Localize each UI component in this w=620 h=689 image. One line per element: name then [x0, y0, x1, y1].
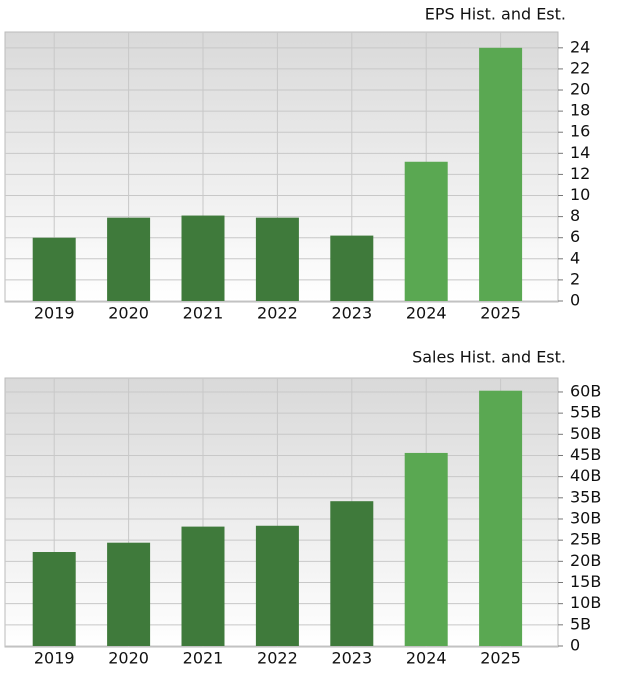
y-tick-label: 14: [570, 143, 590, 162]
bar: [32, 552, 76, 646]
x-tick-label: 2019: [34, 649, 75, 668]
chart-title: Sales Hist. and Est.: [412, 348, 566, 367]
y-tick-label: 50B: [570, 424, 601, 443]
x-tick-label: 2023: [331, 649, 372, 668]
bar: [479, 47, 523, 301]
y-tick-label: 8: [570, 206, 580, 225]
y-tick-label: 6: [570, 227, 580, 246]
x-tick-label: 2022: [257, 649, 298, 668]
y-tick-label: 16: [570, 122, 590, 141]
bar: [107, 217, 151, 301]
chart-title: EPS Hist. and Est.: [425, 5, 566, 24]
x-tick-label: 2024: [406, 304, 447, 323]
x-tick-label: 2024: [406, 649, 447, 668]
bar: [255, 525, 299, 646]
y-tick-label: 60B: [570, 381, 601, 400]
x-tick-label: 2022: [257, 304, 298, 323]
y-tick-label: 5B: [570, 614, 591, 633]
y-tick-label: 0: [570, 291, 580, 310]
x-tick-label: 2020: [108, 304, 149, 323]
y-tick-label: 45B: [570, 445, 601, 464]
x-tick-label: 2020: [108, 649, 149, 668]
bar: [181, 526, 225, 646]
y-tick-label: 35B: [570, 487, 601, 506]
y-tick-label: 55B: [570, 403, 601, 422]
y-tick-label: 12: [570, 164, 590, 183]
bar: [404, 452, 448, 646]
bar: [404, 161, 448, 301]
y-tick-label: 30B: [570, 508, 601, 527]
bar: [479, 390, 523, 646]
y-tick-label: 24: [570, 37, 590, 56]
y-tick-label: 40B: [570, 466, 601, 485]
x-tick-label: 2021: [183, 304, 224, 323]
x-tick-label: 2025: [480, 304, 521, 323]
y-tick-label: 4: [570, 248, 580, 267]
y-tick-label: 15B: [570, 572, 601, 591]
y-tick-label: 25B: [570, 530, 601, 549]
y-tick-label: 10B: [570, 593, 601, 612]
y-tick-label: 10: [570, 185, 590, 204]
bar: [181, 215, 225, 301]
y-tick-label: 22: [570, 58, 590, 77]
x-tick-label: 2025: [480, 649, 521, 668]
bar: [32, 237, 76, 301]
bar: [330, 501, 374, 646]
x-tick-label: 2021: [183, 649, 224, 668]
x-tick-label: 2023: [331, 304, 372, 323]
y-tick-label: 18: [570, 101, 590, 120]
x-tick-label: 2019: [34, 304, 75, 323]
y-tick-label: 2: [570, 269, 580, 288]
bar: [107, 542, 151, 646]
bar: [255, 217, 299, 301]
y-tick-label: 0: [570, 636, 580, 655]
bar: [330, 235, 374, 301]
y-tick-label: 20: [570, 80, 590, 99]
y-tick-label: 20B: [570, 551, 601, 570]
